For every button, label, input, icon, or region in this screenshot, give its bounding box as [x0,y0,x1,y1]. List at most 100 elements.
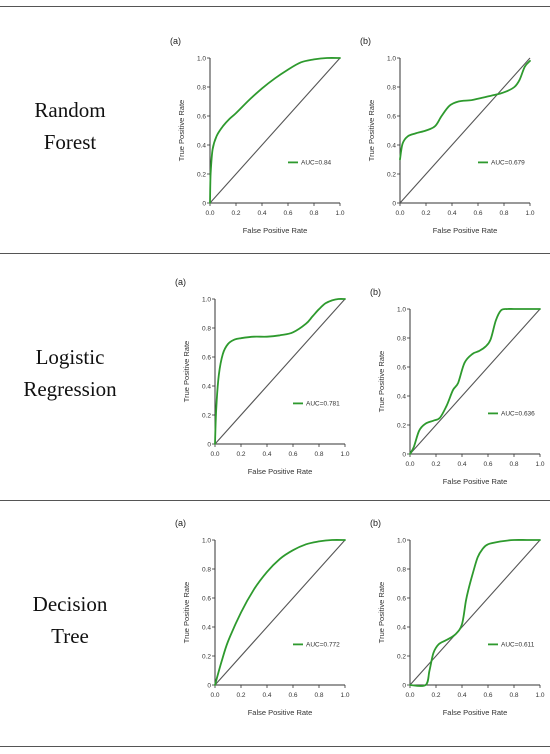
x-tick-label: 0.4 [257,210,266,217]
roc-plot: 0.0 0.2 0.4 0.6 0.8 1.0 0 0.2 0.4 0.6 0.8 1.0 False … [182,537,350,717]
roc-plot: 0.0 0.2 0.4 0.6 0.8 1.0 0 0.2 0.4 0.6 0.8 1.0 False … [367,55,535,235]
x-axis-title: False Positive Rate [443,708,508,717]
x-tick-label: 1.0 [525,210,534,217]
y-tick-label: 0.6 [202,354,211,361]
top-rule [0,6,550,7]
y-tick-label: 0.2 [202,653,211,660]
model-name-line2: Forest [43,130,97,154]
y-tick-label: 1.0 [397,537,406,544]
y-tick-label: 0 [392,200,396,207]
y-axis-title: True Positive Rate [377,582,386,643]
x-tick-label: 0.4 [262,692,271,699]
panel-label: (a) [175,518,186,528]
y-tick-label: 0 [402,451,406,458]
roc-plot: 0.0 0.2 0.4 0.6 0.8 1.0 0 0.2 0.4 0.6 0.8 1.0 False … [182,296,350,476]
x-tick-label: 1.0 [335,210,344,217]
roc-chart: (a) 0.0 0.2 0.4 0.6 0.8 1.0 0 0.2 0.4 0.6 0.8 1.0 Fal… [165,518,350,718]
x-axis-title: False Positive Rate [443,477,508,486]
panel-label: (a) [175,277,186,287]
y-tick-label: 0.6 [197,113,206,120]
roc-chart: (b) 0.0 0.2 0.4 0.6 0.8 1.0 0 0.2 0.4 0.6 0.8 1.0 Fal… [350,36,535,236]
x-tick-label: 1.0 [535,692,544,699]
x-tick-label: 0.6 [283,210,292,217]
y-tick-label: 0.2 [202,412,211,419]
x-tick-label: 0.0 [405,461,414,468]
roc-curve [409,308,541,455]
x-tick-label: 1.0 [340,451,349,458]
x-tick-label: 0.2 [236,692,245,699]
y-tick-label: 0.6 [397,595,406,602]
chance-diagonal [409,308,541,455]
x-tick-label: 0.0 [205,210,214,217]
legend-label: AUC=0.636 [501,411,535,418]
model-name-line2: Tree [51,624,89,648]
x-tick-label: 0.8 [309,210,318,217]
y-tick-label: 0.2 [387,171,396,178]
model-name: Random Forest [0,94,140,158]
x-tick-label: 0.4 [447,210,456,217]
roc-curve [209,57,341,204]
roc-curve [399,60,531,161]
y-tick-label: 1.0 [197,55,206,62]
y-tick-label: 0.6 [387,113,396,120]
model-name-line1: Random [34,98,106,122]
x-tick-label: 0.2 [431,461,440,468]
y-tick-label: 1.0 [387,55,396,62]
model-row: Random Forest (a) 0.0 0.2 0.4 0.6 0.8 1.0 0 0.2 0… [0,6,550,253]
y-tick-label: 0.4 [397,624,406,631]
y-tick-label: 0.8 [397,566,406,573]
model-row: Decision Tree (a) 0.0 0.2 0.4 0.6 0.8 1.0 0 0.2 0… [0,500,550,746]
roc-curve [214,539,346,686]
y-tick-label: 0 [202,200,206,207]
x-tick-label: 0.0 [210,451,219,458]
legend-label: AUC=0.679 [491,160,525,167]
x-tick-label: 0.2 [236,451,245,458]
x-tick-label: 0.6 [483,692,492,699]
y-tick-label: 0.4 [387,142,396,149]
x-tick-label: 0.8 [509,692,518,699]
x-tick-label: 0.2 [231,210,240,217]
x-axis-title: False Positive Rate [248,708,313,717]
model-name-line2: Regression [23,377,117,401]
x-tick-label: 0.2 [431,692,440,699]
y-axis-title: True Positive Rate [377,351,386,412]
model-name-line1: Decision [32,592,108,616]
row-divider [0,500,550,501]
x-tick-label: 0.4 [262,451,271,458]
x-tick-label: 0.6 [483,461,492,468]
y-tick-label: 0.4 [202,624,211,631]
roc-plot: 0.0 0.2 0.4 0.6 0.8 1.0 0 0.2 0.4 0.6 0.8 1.0 False … [177,55,345,235]
y-axis-title: True Positive Rate [182,341,191,402]
roc-chart: (b) 0.0 0.2 0.4 0.6 0.8 1.0 0 0.2 0.4 0.6 0.8 1.0 Fal… [360,287,545,487]
x-tick-label: 0.6 [288,451,297,458]
chance-diagonal [409,539,541,686]
legend-label: AUC=0.772 [306,642,340,649]
x-tick-label: 0.6 [473,210,482,217]
y-tick-label: 0.4 [397,393,406,400]
x-tick-label: 0.8 [509,461,518,468]
x-tick-label: 0.4 [457,692,466,699]
y-tick-label: 1.0 [397,306,406,313]
legend-label: AUC=0.781 [306,401,340,408]
x-tick-label: 0.0 [405,692,414,699]
model-name: Logistic Regression [0,341,140,405]
panel-label: (b) [370,518,381,528]
y-tick-label: 0.8 [397,335,406,342]
y-tick-label: 0.8 [202,566,211,573]
y-tick-label: 0.6 [397,364,406,371]
y-tick-label: 1.0 [202,537,211,544]
x-axis-title: False Positive Rate [433,226,498,235]
x-tick-label: 0.0 [395,210,404,217]
x-tick-label: 0.6 [288,692,297,699]
x-tick-label: 0.8 [314,692,323,699]
chance-diagonal [209,57,341,204]
roc-chart: (a) 0.0 0.2 0.4 0.6 0.8 1.0 0 0.2 0.4 0.6 0.8 1.0 Fal… [160,36,345,236]
y-tick-label: 0.4 [202,383,211,390]
y-axis-title: True Positive Rate [182,582,191,643]
y-tick-label: 0.8 [202,325,211,332]
roc-plot: 0.0 0.2 0.4 0.6 0.8 1.0 0 0.2 0.4 0.6 0.8 1.0 False … [377,537,545,717]
x-tick-label: 1.0 [340,692,349,699]
y-tick-label: 0.8 [387,84,396,91]
panel-label: (b) [370,287,381,297]
y-tick-label: 0.6 [202,595,211,602]
